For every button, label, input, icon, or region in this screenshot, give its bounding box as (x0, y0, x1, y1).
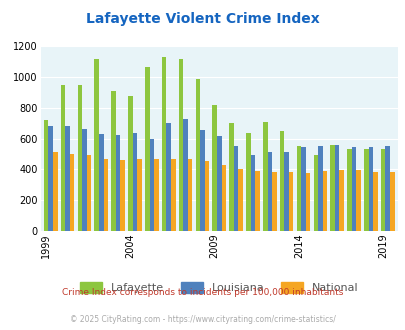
Bar (99, 134, 103, 231)
Bar (245, 133, 250, 231)
Bar (162, 57, 166, 231)
Bar (212, 106, 216, 231)
Bar (53, 152, 58, 231)
Bar (183, 118, 188, 231)
Bar (389, 173, 394, 231)
Bar (250, 155, 255, 231)
Bar (271, 172, 276, 231)
Bar (351, 147, 356, 231)
Bar (77, 85, 82, 231)
Bar (296, 146, 301, 231)
Bar (322, 171, 326, 231)
Bar (363, 149, 368, 231)
Bar (313, 155, 317, 231)
Bar (238, 169, 242, 231)
Bar (87, 155, 91, 231)
Bar (111, 91, 115, 231)
Bar (334, 145, 339, 231)
Bar (82, 129, 87, 231)
Bar (339, 170, 343, 231)
Bar (305, 173, 309, 231)
Bar (65, 125, 70, 231)
Bar (120, 160, 125, 231)
Bar (204, 161, 209, 231)
Text: © 2025 CityRating.com - https://www.cityrating.com/crime-statistics/: © 2025 CityRating.com - https://www.city… (70, 315, 335, 324)
Bar (255, 171, 259, 231)
Bar (200, 130, 204, 231)
Bar (346, 148, 351, 231)
Text: Crime Index corresponds to incidents per 100,000 inhabitants: Crime Index corresponds to incidents per… (62, 287, 343, 297)
Bar (380, 149, 384, 231)
Bar (61, 85, 65, 231)
Bar (356, 170, 360, 231)
Bar (178, 58, 183, 231)
Bar (149, 139, 154, 231)
Bar (384, 146, 389, 231)
Bar (262, 122, 267, 231)
Bar (279, 131, 283, 231)
Bar (330, 145, 334, 231)
Bar (221, 165, 226, 231)
Bar (288, 172, 293, 231)
Bar (301, 147, 305, 231)
Bar (103, 159, 108, 231)
Bar (317, 146, 322, 231)
Bar (229, 123, 233, 231)
Bar (70, 154, 74, 231)
Bar (128, 96, 132, 231)
Bar (94, 59, 99, 231)
Bar (267, 152, 271, 231)
Bar (137, 159, 141, 231)
Bar (188, 159, 192, 231)
Bar (195, 79, 200, 231)
Bar (115, 135, 120, 231)
Bar (372, 172, 377, 231)
Bar (145, 67, 149, 231)
Legend: Lafayette, Louisiana, National: Lafayette, Louisiana, National (75, 277, 362, 298)
Bar (132, 133, 137, 231)
Bar (166, 123, 171, 231)
Text: Lafayette Violent Crime Index: Lafayette Violent Crime Index (86, 12, 319, 25)
Bar (368, 147, 372, 231)
Bar (154, 159, 158, 231)
Bar (171, 159, 175, 231)
Bar (48, 125, 53, 231)
Bar (44, 120, 48, 231)
Bar (284, 152, 288, 231)
Bar (233, 146, 238, 231)
Bar (216, 136, 221, 231)
